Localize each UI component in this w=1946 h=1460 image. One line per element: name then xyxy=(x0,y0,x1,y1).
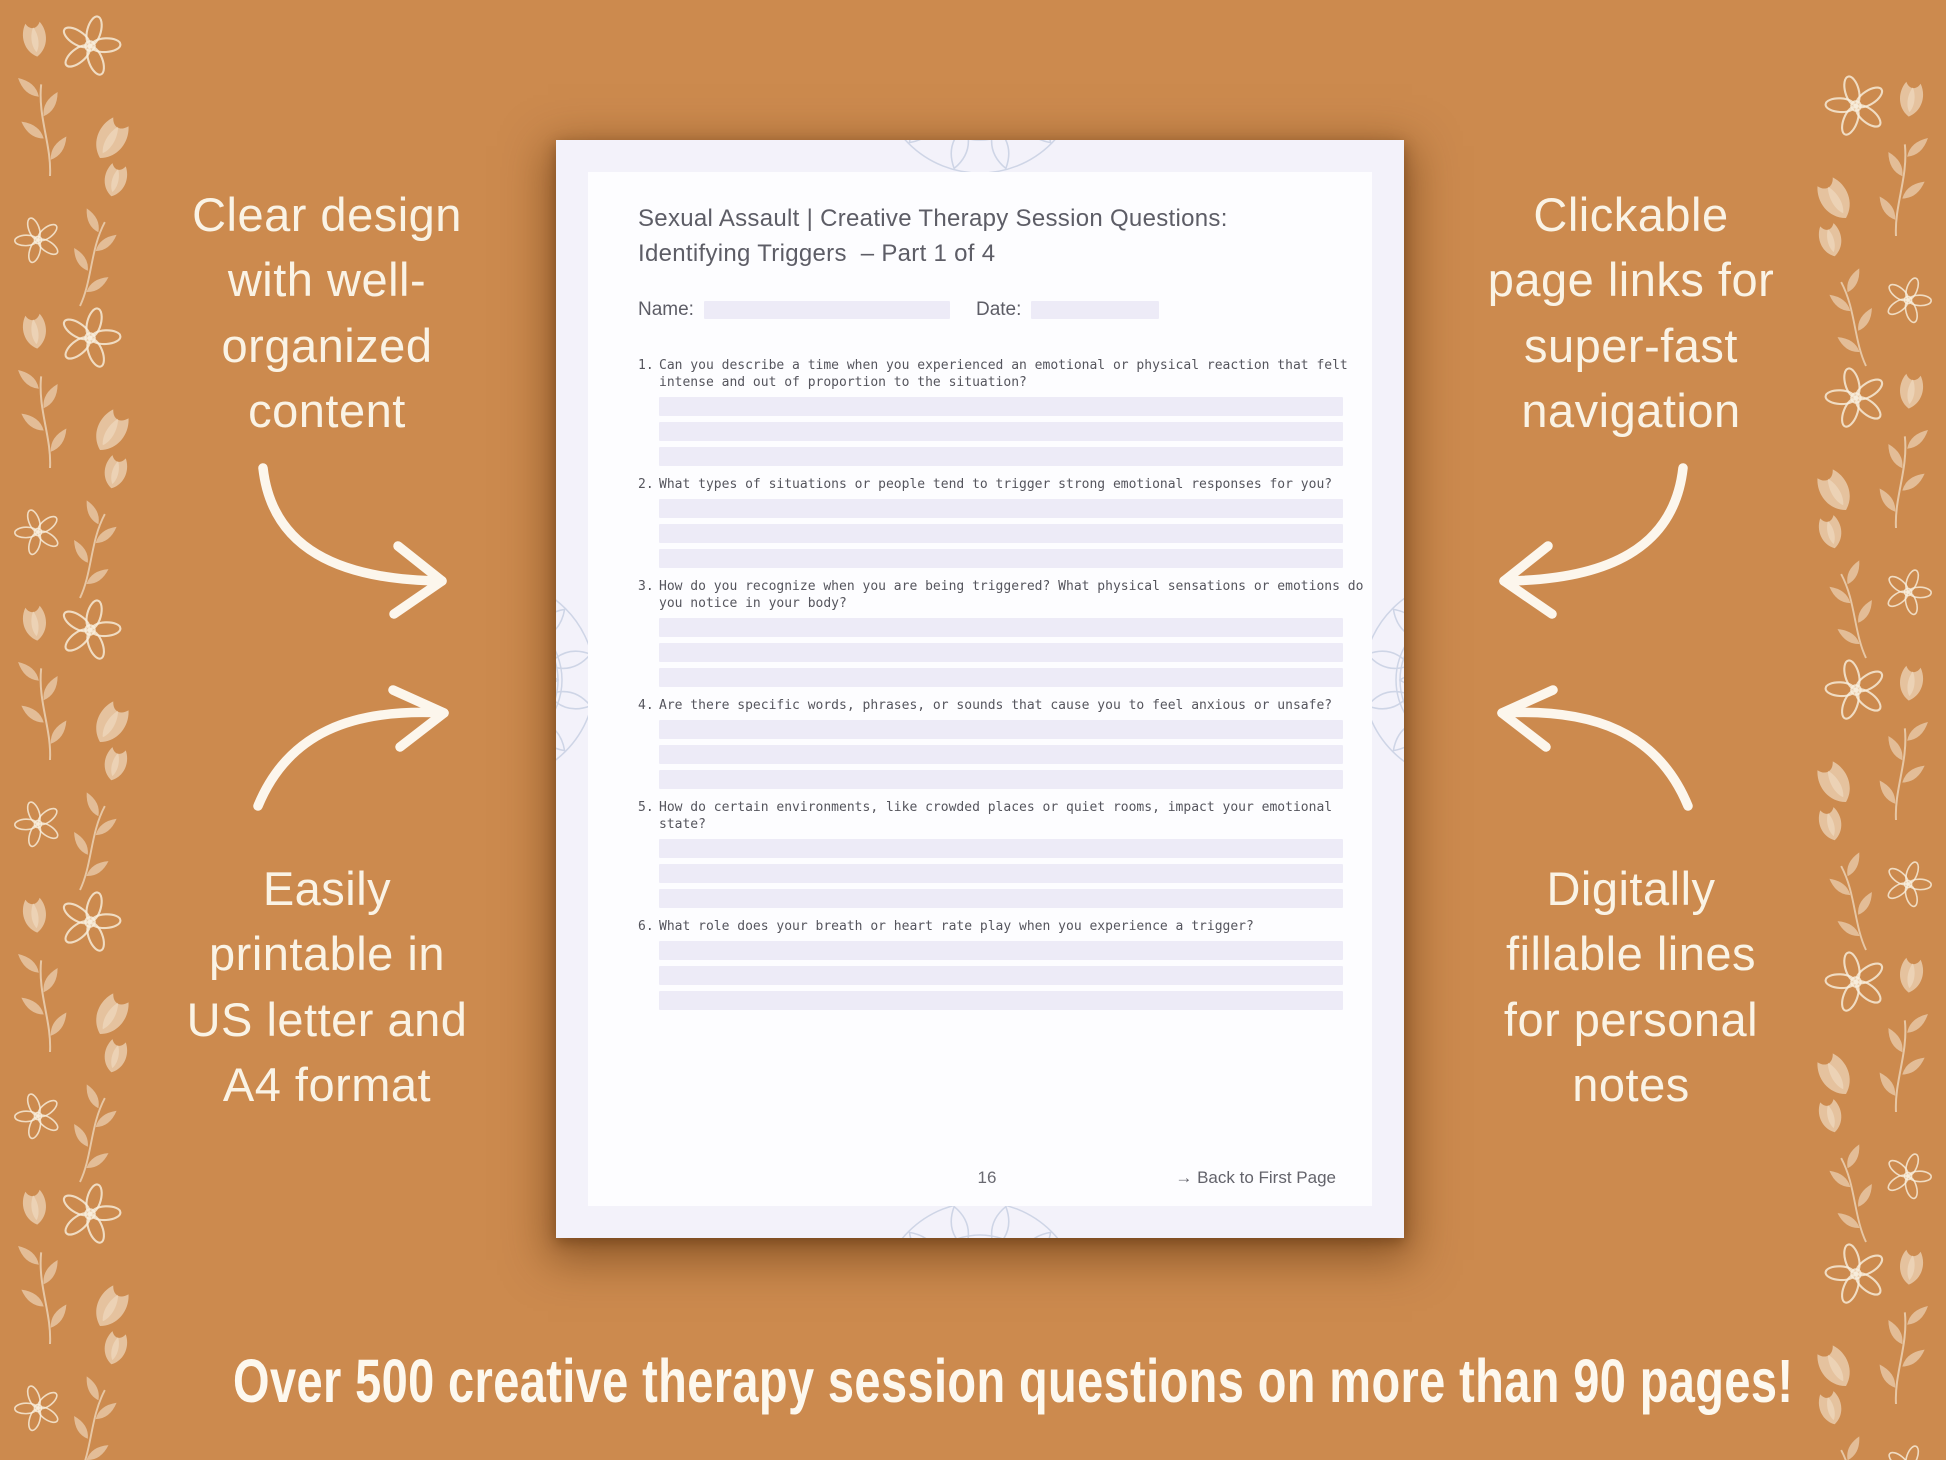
question-text: What role does your breath or heart rate… xyxy=(659,919,1254,934)
banner-headline: Over 500 creative therapy session questi… xyxy=(0,1346,1946,1416)
answer-line[interactable] xyxy=(659,770,1343,789)
callout-easily-printable: Easily printable in US letter and A4 for… xyxy=(186,862,468,1111)
name-label: Name: xyxy=(638,299,694,320)
answer-line[interactable] xyxy=(659,864,1343,883)
answer-line[interactable] xyxy=(659,397,1343,416)
worksheet-page: Sexual Assault | Creative Therapy Sessio… xyxy=(556,140,1404,1238)
arrow-top-right-icon xyxy=(1499,463,1688,619)
answer-line[interactable] xyxy=(659,941,1343,960)
question-answer-lines xyxy=(659,499,1372,568)
question-block: 1. Can you describe a time when you expe… xyxy=(638,357,1372,466)
worksheet-subtitle: Identifying Triggers – Part 1 of 4 xyxy=(638,240,996,267)
answer-line[interactable] xyxy=(659,643,1343,662)
question-answer-lines xyxy=(659,397,1372,466)
question-text: Are there specific words, phrases, or so… xyxy=(659,698,1333,713)
page-number: 16 xyxy=(977,1168,997,1187)
answer-line[interactable] xyxy=(659,745,1343,764)
question-number: 6. xyxy=(638,919,654,934)
question-block: 2. What types of situations or people te… xyxy=(638,476,1372,568)
question-block: 6. What role does your breath or heart r… xyxy=(638,918,1372,1010)
question-block: 4. Are there specific words, phrases, or… xyxy=(638,697,1372,789)
answer-line[interactable] xyxy=(659,839,1343,858)
question-text: What types of situations or people tend … xyxy=(659,477,1333,492)
questions-list: 1. Can you describe a time when you expe… xyxy=(638,357,1372,1010)
callout-clickable-links: Clickable page links for super-fast navi… xyxy=(1487,188,1775,437)
answer-line[interactable] xyxy=(659,889,1343,908)
question-answer-lines xyxy=(659,720,1372,789)
worksheet-title: Sexual Assault | Creative Therapy Sessio… xyxy=(638,205,1228,232)
arrow-bottom-right-icon xyxy=(1497,685,1693,811)
arrow-top-left-icon xyxy=(258,463,447,619)
name-date-row: Name: Date: xyxy=(638,299,1372,320)
back-to-first-page-link[interactable]: → Back to First Page xyxy=(1175,1168,1336,1187)
answer-line[interactable] xyxy=(659,991,1343,1010)
answer-line[interactable] xyxy=(659,422,1343,441)
page-footer: 16 → Back to First Page xyxy=(638,1168,1336,1190)
worksheet-panel: Sexual Assault | Creative Therapy Sessio… xyxy=(588,172,1372,1206)
answer-line[interactable] xyxy=(659,966,1343,985)
answer-line[interactable] xyxy=(659,720,1343,739)
question-answer-lines xyxy=(659,941,1372,1010)
date-field[interactable] xyxy=(1031,301,1160,319)
date-label: Date: xyxy=(975,299,1022,320)
question-text: Can you describe a time when you experie… xyxy=(659,358,1348,390)
answer-line[interactable] xyxy=(659,668,1343,687)
question-number: 2. xyxy=(638,477,654,492)
banner-text: Over 500 creative therapy session questi… xyxy=(233,1347,1794,1415)
callout-clear-design: Clear design with well- organized conten… xyxy=(192,188,462,437)
answer-line[interactable] xyxy=(659,524,1343,543)
question-block: 5. How do certain environments, like cro… xyxy=(638,799,1372,908)
question-number: 4. xyxy=(638,698,654,713)
name-field[interactable] xyxy=(703,301,950,319)
question-answer-lines xyxy=(659,839,1372,908)
question-block: 3. How do you recognize when you are bei… xyxy=(638,578,1372,687)
answer-line[interactable] xyxy=(659,549,1343,568)
question-number: 3. xyxy=(638,579,654,594)
question-number: 1. xyxy=(638,358,654,373)
question-answer-lines xyxy=(659,618,1372,687)
answer-line[interactable] xyxy=(659,499,1343,518)
answer-line[interactable] xyxy=(659,618,1343,637)
arrow-bottom-left-icon xyxy=(253,685,449,811)
callout-fillable-lines: Digitally fillable lines for personal no… xyxy=(1503,862,1759,1111)
question-text: How do certain environments, like crowde… xyxy=(659,800,1333,832)
question-text: How do you recognize when you are being … xyxy=(659,579,1364,611)
answer-line[interactable] xyxy=(659,447,1343,466)
question-number: 5. xyxy=(638,800,654,815)
